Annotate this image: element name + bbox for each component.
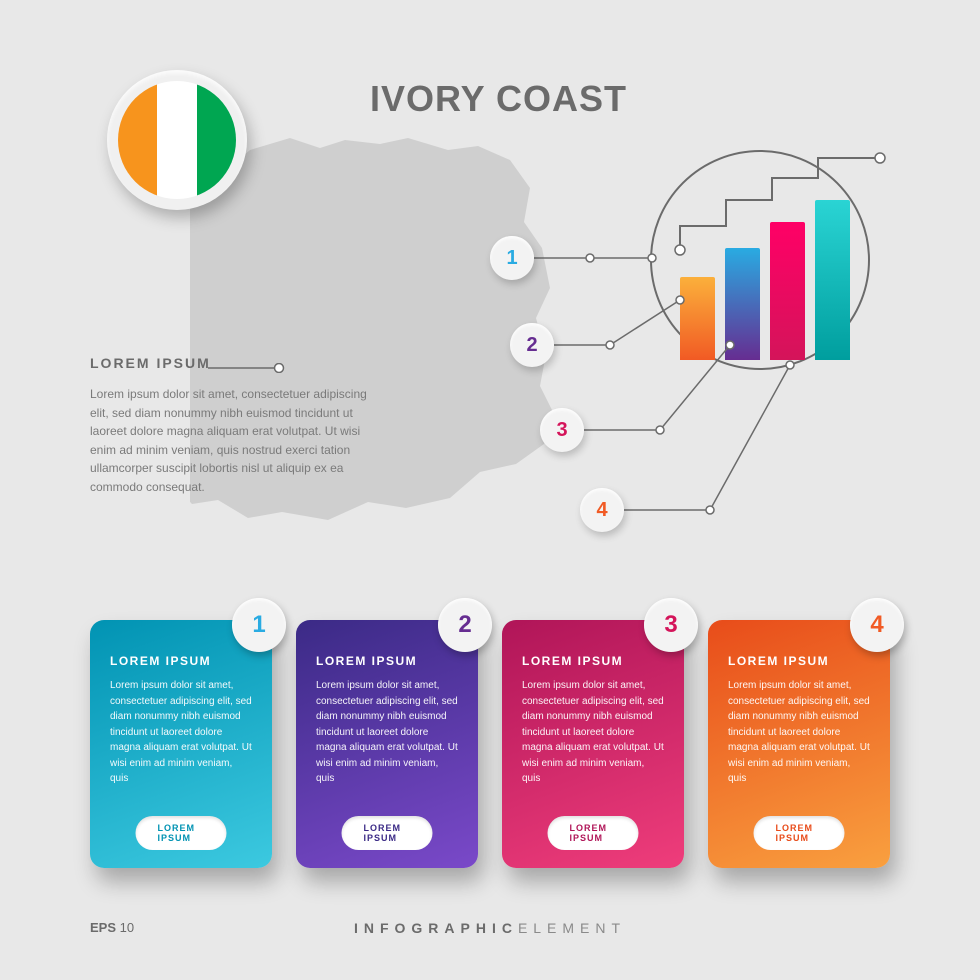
card-2-body: Lorem ipsum dolor sit amet, consectetuer… [316, 678, 458, 787]
card-4-button[interactable]: LOREM IPSUM [754, 816, 845, 850]
eps-label: EPS 10 [90, 920, 134, 935]
map-badge-4: 4 [580, 488, 624, 532]
info-cards-row: 1 LOREM IPSUM Lorem ipsum dolor sit amet… [90, 620, 890, 868]
info-card-3: 3 LOREM IPSUM Lorem ipsum dolor sit amet… [502, 620, 684, 868]
card-1-body: Lorem ipsum dolor sit amet, consectetuer… [110, 678, 252, 787]
card-badge-4-num: 4 [870, 611, 883, 639]
info-card-2: 2 LOREM IPSUM Lorem ipsum dolor sit amet… [296, 620, 478, 868]
side-heading: LOREM IPSUM [90, 355, 211, 371]
map-badge-4-num: 4 [596, 499, 607, 522]
card-1-title: LOREM IPSUM [110, 654, 252, 668]
side-body-text: Lorem ipsum dolor sit amet, consectetuer… [90, 385, 380, 497]
card-4-body: Lorem ipsum dolor sit amet, consectetuer… [728, 678, 870, 787]
card-2-title: LOREM IPSUM [316, 654, 458, 668]
card-badge-2-num: 2 [458, 611, 471, 639]
card-2-button[interactable]: LOREM IPSUM [342, 816, 433, 850]
eps-num: 10 [120, 920, 134, 935]
map-badge-2-num: 2 [526, 334, 537, 357]
info-card-1: 1 LOREM IPSUM Lorem ipsum dolor sit amet… [90, 620, 272, 868]
footer-label: INFOGRAPHICELEMENT [354, 920, 626, 936]
card-badge-3-num: 3 [664, 611, 677, 639]
side-heading-connector [208, 363, 288, 373]
connector-lines [0, 0, 980, 600]
map-badge-1: 1 [490, 236, 534, 280]
footer-light: ELEMENT [518, 920, 626, 936]
map-badge-3-num: 3 [556, 419, 567, 442]
map-badge-2: 2 [510, 323, 554, 367]
card-3-title: LOREM IPSUM [522, 654, 664, 668]
card-badge-3: 3 [644, 598, 698, 652]
map-badge-1-num: 1 [506, 247, 517, 270]
eps-text: EPS [90, 920, 116, 935]
card-badge-2: 2 [438, 598, 492, 652]
card-badge-1: 1 [232, 598, 286, 652]
footer-bold: INFOGRAPHIC [354, 920, 518, 936]
info-card-4: 4 LOREM IPSUM Lorem ipsum dolor sit amet… [708, 620, 890, 868]
card-badge-4: 4 [850, 598, 904, 652]
card-4-title: LOREM IPSUM [728, 654, 870, 668]
card-3-body: Lorem ipsum dolor sit amet, consectetuer… [522, 678, 664, 787]
map-badge-3: 3 [540, 408, 584, 452]
card-badge-1-num: 1 [252, 611, 265, 639]
card-1-button[interactable]: LOREM IPSUM [136, 816, 227, 850]
card-3-button[interactable]: LOREM IPSUM [548, 816, 639, 850]
